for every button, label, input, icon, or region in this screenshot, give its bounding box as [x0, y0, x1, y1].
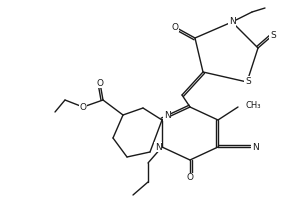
Text: N: N — [164, 112, 170, 121]
Text: N: N — [229, 17, 235, 26]
Text: S: S — [245, 76, 251, 85]
Text: CH₃: CH₃ — [245, 101, 260, 109]
Text: S: S — [270, 30, 276, 39]
Text: O: O — [172, 22, 179, 32]
Text: O: O — [80, 102, 87, 112]
Text: O: O — [187, 173, 193, 182]
Text: N: N — [252, 143, 258, 151]
Text: O: O — [97, 79, 103, 88]
Text: N: N — [154, 143, 161, 151]
